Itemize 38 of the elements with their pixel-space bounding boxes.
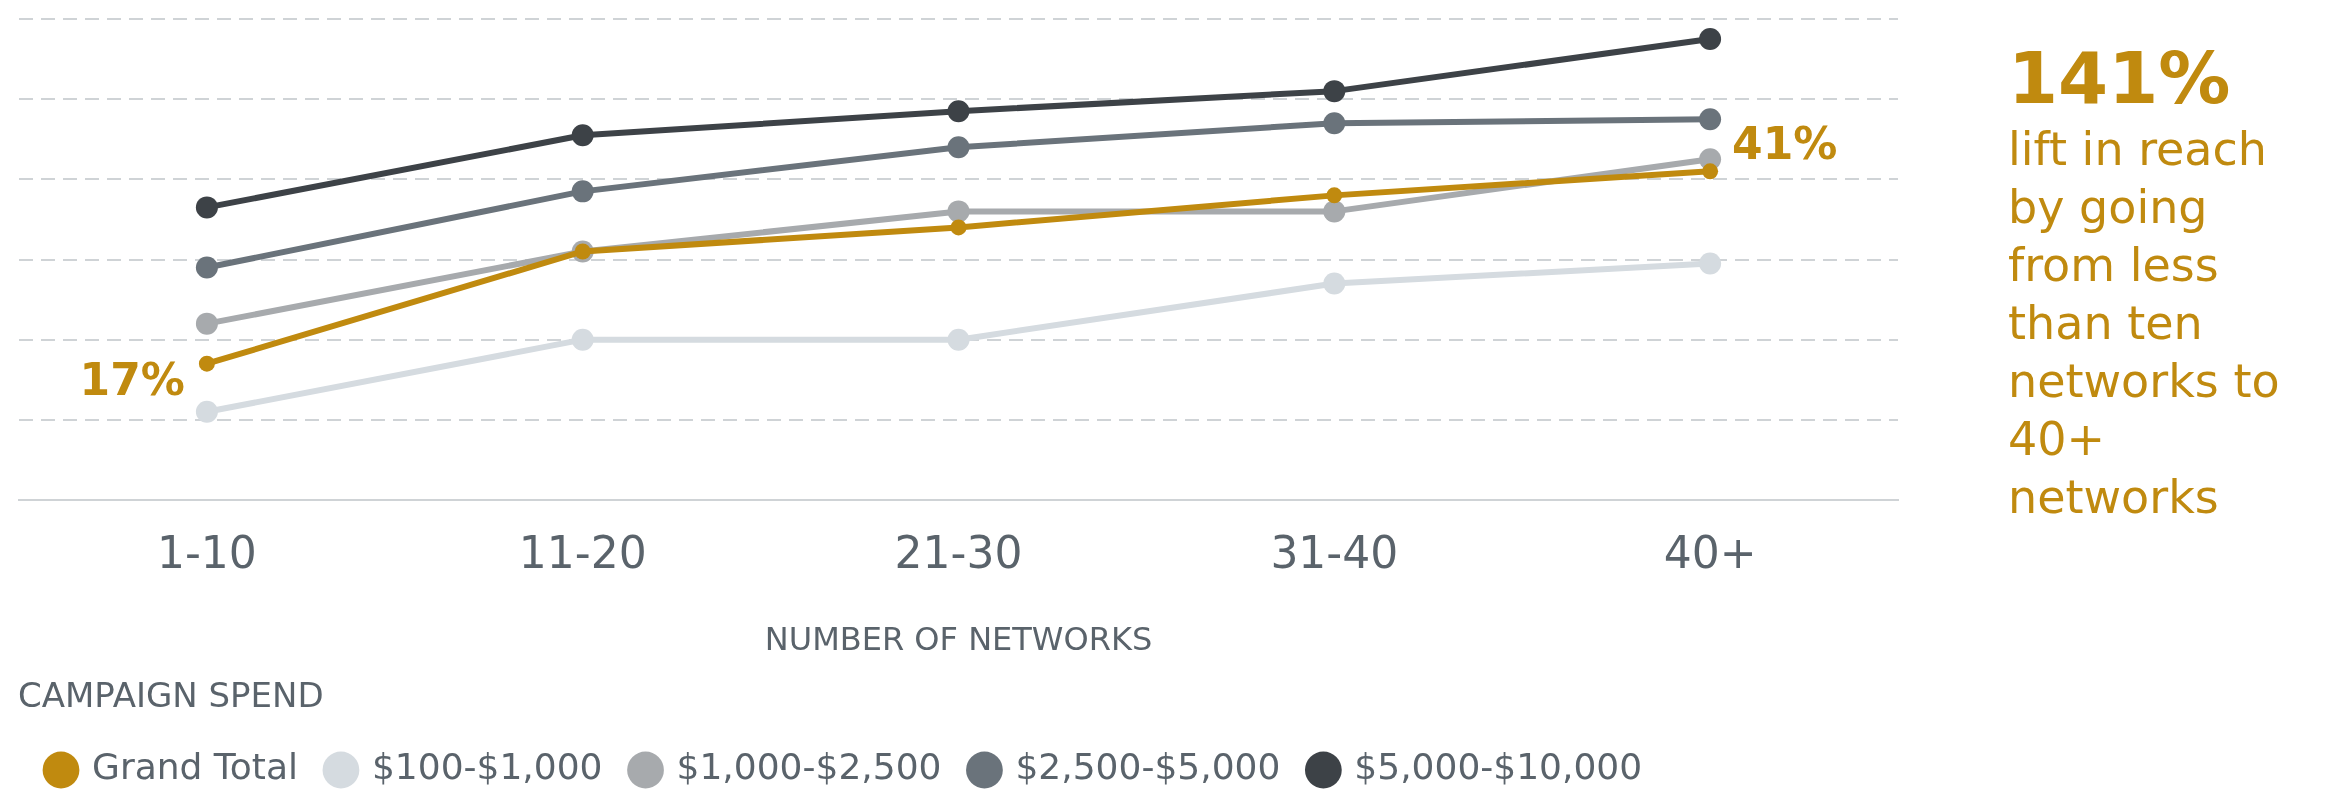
point xyxy=(1326,187,1343,204)
data-label: 17% xyxy=(79,354,185,406)
data-label: 41% xyxy=(1732,117,1838,169)
point xyxy=(1699,28,1722,51)
point xyxy=(198,355,215,372)
point xyxy=(1323,80,1346,103)
point xyxy=(1323,200,1346,223)
point xyxy=(195,400,218,423)
point xyxy=(947,100,970,123)
point xyxy=(1699,108,1722,131)
text: 141% xyxy=(2008,35,2231,120)
legend-title: CAMPAIGN SPEND xyxy=(18,675,324,716)
point xyxy=(195,312,218,335)
point xyxy=(950,219,967,236)
point xyxy=(571,180,594,203)
point xyxy=(195,196,218,219)
x-axis-title: NUMBER OF NETWORKS xyxy=(764,620,1153,659)
point xyxy=(1323,272,1346,295)
text: lift in reach by going from less than ten networks to 40+ networks xyxy=(2008,121,2280,524)
x-tick-label: 21-30 xyxy=(894,526,1023,578)
point xyxy=(571,328,594,351)
legend-label: $100-$1,000 xyxy=(371,746,603,788)
point xyxy=(195,256,218,279)
point xyxy=(947,136,970,159)
legend-label: $1,000-$2,500 xyxy=(676,746,942,788)
legend-label: Grand Total xyxy=(92,746,298,788)
point xyxy=(1699,252,1722,275)
point xyxy=(947,200,970,223)
x-tick-label: 1-10 xyxy=(156,526,257,578)
point xyxy=(947,328,970,351)
x-tick-label: 31-40 xyxy=(1270,526,1399,578)
legend-label: $2,500-$5,000 xyxy=(1015,746,1281,788)
x-tick-label: 11-20 xyxy=(518,526,647,578)
point xyxy=(1323,112,1346,135)
point xyxy=(1702,163,1719,180)
x-tick-label: 40+ xyxy=(1663,526,1757,578)
legend-label: $5,000-$10,000 xyxy=(1354,746,1643,788)
point xyxy=(571,124,594,147)
